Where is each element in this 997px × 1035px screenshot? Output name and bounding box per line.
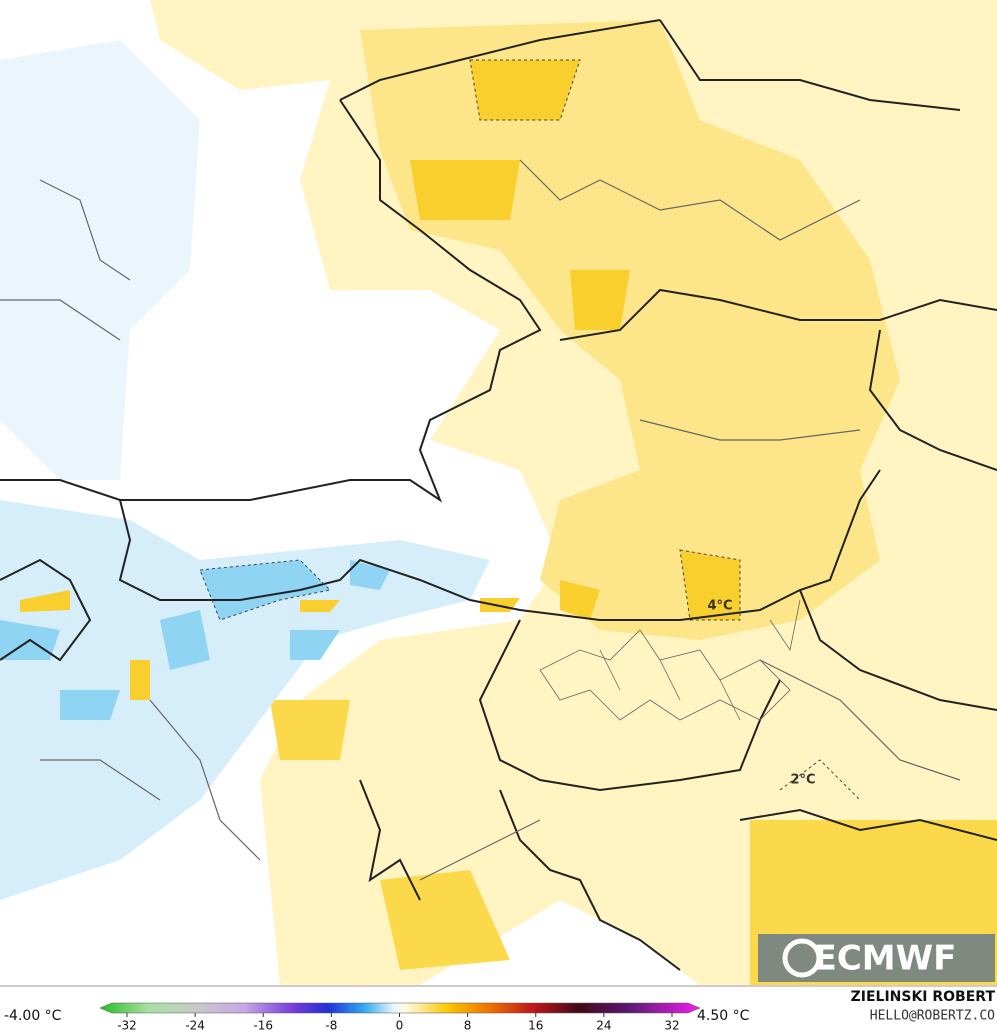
- contact: HELLO@ROBERTZ.CO: [870, 1009, 995, 1024]
- colorbar-tick-label: 32: [664, 1019, 679, 1033]
- municipal-borders: [539, 599, 801, 721]
- country-borders: [0, 19, 997, 971]
- colorbar: [99, 1002, 701, 1014]
- warm-area: [150, 0, 330, 90]
- contour-lines: [199, 59, 861, 801]
- legend-max-label: 4.50 °C: [697, 1008, 750, 1024]
- logo-text: ECMWF: [814, 939, 957, 979]
- logo: ECMWF: [758, 934, 995, 982]
- colorbar-tick-label: 24: [596, 1019, 611, 1033]
- colorbar-tick-label: 8: [464, 1019, 472, 1033]
- cool-area: [0, 500, 490, 900]
- warm-area: [270, 700, 997, 985]
- legend-min-label: -4.00 °C: [4, 1008, 62, 1024]
- colorbar-tick-label: -32: [117, 1019, 137, 1033]
- colorbar-tick-label: -8: [325, 1019, 337, 1033]
- anomaly-fields: [0, 0, 997, 985]
- author: ZIELINSKI ROBERT: [851, 989, 996, 1005]
- colorbar-tick-label: -16: [253, 1019, 273, 1033]
- region-borders: [0, 159, 961, 881]
- warm-core: [410, 60, 740, 620]
- colorbar-tick-label: -24: [185, 1019, 205, 1033]
- logo-icon: [782, 938, 822, 978]
- map: 4°C 2°C ECMWF: [0, 0, 997, 985]
- cool-core: [0, 560, 390, 720]
- legend: -4.00 °C 4.50 °C -32 -24 -16 -8 0 8 16 24 32: [4, 1002, 750, 1033]
- colorbar-tick-label: 0: [396, 1019, 404, 1033]
- warm-core: [20, 590, 520, 700]
- contour-label: 4°C: [707, 599, 732, 614]
- colorbar-tick-label: 16: [528, 1019, 543, 1033]
- contour-label: 2°C: [790, 773, 815, 788]
